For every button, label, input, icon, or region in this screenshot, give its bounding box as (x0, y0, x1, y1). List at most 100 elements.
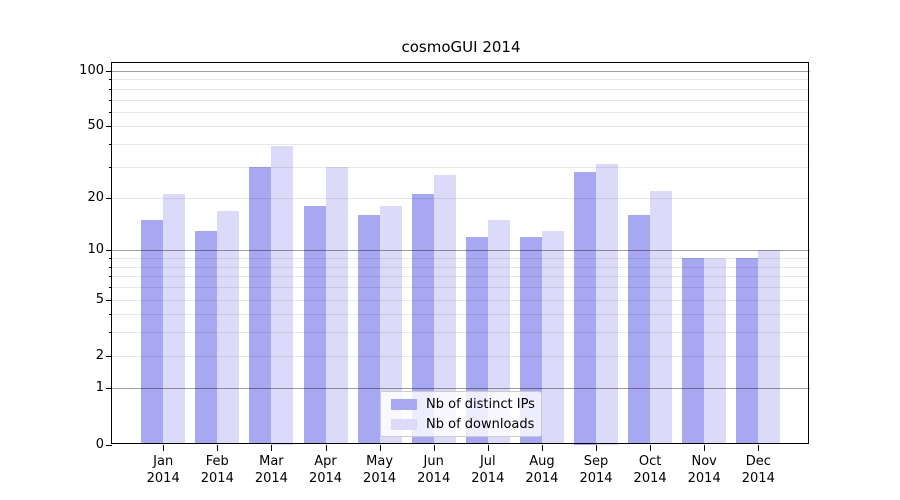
y-minor-tick-mark (109, 276, 112, 278)
bar-apr-distinct-ips (303, 206, 326, 445)
x-tick-year: 2014 (363, 471, 397, 486)
y-tick-label: 20 (87, 190, 104, 206)
bar-mar-downloads (271, 146, 294, 445)
bar-may-distinct-ips (357, 215, 380, 445)
y-tick-label: 5 (95, 291, 104, 307)
x-tick-month: Jul (479, 454, 496, 469)
x-tick-mark (650, 444, 652, 451)
x-tick-mark (541, 444, 543, 451)
legend-swatch (391, 398, 417, 410)
y-minor-tick-mark (109, 266, 112, 268)
bar-oct-distinct-ips (628, 215, 651, 445)
x-tick-year: 2014 (146, 471, 180, 486)
x-tick-month: Jan (153, 454, 174, 469)
bar-apr-downloads (325, 166, 348, 445)
bar-aug-downloads (541, 230, 564, 445)
x-tick-mark (487, 444, 489, 451)
minor-gridline (112, 144, 810, 145)
minor-gridline (112, 314, 810, 316)
x-tick-month: Feb (205, 454, 229, 469)
y-minor-tick-mark (109, 126, 112, 128)
bar-may-downloads (379, 206, 402, 445)
chart-title: cosmoGUI 2014 (401, 38, 521, 56)
x-tick-label-mar: Mar 2014 (239, 453, 303, 487)
x-tick-year: 2014 (254, 471, 288, 486)
x-tick-label-apr: Apr 2014 (294, 453, 358, 487)
minor-gridline (112, 258, 810, 260)
x-tick-label-may: May 2014 (348, 453, 412, 487)
minor-gridline (112, 126, 810, 128)
major-gridline (112, 250, 810, 252)
minor-gridline (112, 88, 810, 90)
y-tick-label: 0 (95, 436, 104, 452)
bar-sep-distinct-ips (574, 172, 596, 445)
x-tick-label-feb: Feb 2014 (185, 453, 249, 487)
bar-jan-distinct-ips (141, 220, 164, 445)
minor-gridline (112, 198, 810, 200)
x-tick-mark (325, 444, 327, 451)
y-minor-tick-mark (109, 144, 112, 145)
y-minor-tick-mark (109, 258, 112, 260)
minor-gridline (112, 166, 810, 168)
x-tick-label-sep: Sep 2014 (564, 453, 628, 487)
y-tick-mark (106, 250, 112, 252)
x-tick-year: 2014 (579, 471, 613, 486)
x-tick-label-nov: Nov 2014 (672, 453, 736, 487)
minor-gridline (112, 266, 810, 268)
y-minor-tick-mark (109, 88, 112, 90)
x-tick-mark (163, 444, 165, 451)
y-tick-label: 50 (87, 118, 104, 134)
x-tick-year: 2014 (687, 471, 721, 486)
minor-gridline (112, 79, 810, 81)
x-tick-year: 2014 (471, 471, 505, 486)
y-minor-tick-mark (109, 332, 112, 334)
x-tick-label-oct: Oct 2014 (618, 453, 682, 487)
y-minor-tick-mark (109, 198, 112, 200)
x-tick-label-dec: Dec 2014 (726, 453, 790, 487)
x-tick-mark (596, 444, 597, 451)
x-tick-label-aug: Aug 2014 (510, 453, 574, 487)
x-tick-month: Sep (583, 454, 609, 469)
legend-swatch (391, 418, 417, 430)
y-minor-tick-mark (109, 111, 112, 113)
minor-gridline (112, 299, 810, 301)
legend-item: Nb of downloads (391, 417, 541, 432)
bar-nov-distinct-ips (682, 258, 705, 445)
x-tick-month: Apr (314, 454, 337, 469)
y-minor-tick-mark (109, 99, 112, 101)
x-tick-mark (217, 444, 219, 451)
bar-dec-downloads (758, 250, 781, 445)
x-tick-mark (271, 444, 273, 451)
y-minor-tick-mark (109, 355, 112, 357)
y-tick-label: 2 (95, 347, 104, 363)
minor-gridline (112, 355, 810, 357)
x-tick-year: 2014 (308, 471, 343, 486)
y-tick-mark (106, 71, 112, 72)
x-tick-label-jun: Jun 2014 (402, 453, 466, 487)
y-minor-tick-mark (109, 314, 112, 316)
y-tick-label: 10 (87, 242, 104, 258)
bar-feb-distinct-ips (195, 230, 218, 445)
bar-jan-downloads (163, 194, 186, 445)
major-gridline (112, 71, 810, 72)
x-tick-month: Jun (423, 454, 444, 469)
y-minor-tick-mark (109, 299, 112, 301)
x-tick-year: 2014 (633, 471, 667, 486)
x-tick-month: Dec (745, 454, 771, 469)
x-tick-month: Nov (691, 454, 717, 469)
minor-gridline (112, 287, 810, 288)
major-gridline (112, 388, 810, 390)
x-tick-label-jan: Jan 2014 (131, 453, 195, 487)
x-tick-month: Mar (259, 454, 284, 469)
y-minor-tick-mark (109, 166, 112, 168)
x-tick-year: 2014 (525, 471, 559, 486)
legend-item: Nb of distinct IPs (391, 397, 541, 412)
x-tick-year: 2014 (741, 471, 775, 486)
x-tick-mark (379, 444, 381, 451)
legend-label: Nb of downloads (426, 416, 535, 432)
minor-gridline (112, 332, 810, 334)
bar-oct-downloads (650, 190, 673, 445)
x-tick-mark (433, 444, 435, 451)
bar-nov-downloads (704, 258, 727, 445)
